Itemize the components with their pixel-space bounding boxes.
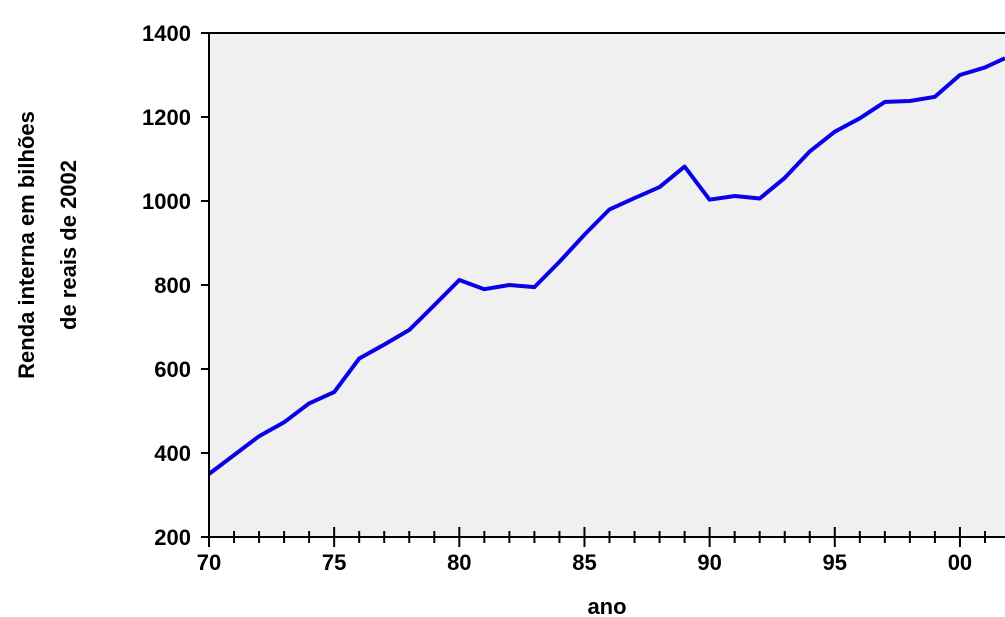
y-tick-label: 1000 (142, 189, 191, 214)
y-axis-title-line-1: Renda interna em bilhões (14, 111, 39, 379)
x-axis-title: ano (587, 594, 626, 617)
x-tick-label: 85 (572, 550, 596, 575)
x-tick-label: 95 (823, 550, 847, 575)
y-tick-label: 1400 (142, 21, 191, 46)
y-tick-label: 600 (154, 357, 191, 382)
x-tick-label: 75 (322, 550, 346, 575)
y-axis-title-line-2: de reais de 2002 (56, 160, 81, 330)
x-tick-label: 00 (948, 550, 972, 575)
x-tick-label: 90 (697, 550, 721, 575)
y-axis: 200 400 600 800 1000 1200 1400 (142, 21, 209, 550)
x-tick-label: 70 (197, 550, 221, 575)
y-tick-label: 800 (154, 273, 191, 298)
y-tick-label: 200 (154, 525, 191, 550)
series-line (207, 56, 1005, 476)
plot-frame (208, 32, 1005, 538)
y-tick-label: 400 (154, 441, 191, 466)
plot-area (209, 33, 1005, 537)
x-tick-label: 80 (447, 550, 471, 575)
y-tick-label: 1200 (142, 105, 191, 130)
